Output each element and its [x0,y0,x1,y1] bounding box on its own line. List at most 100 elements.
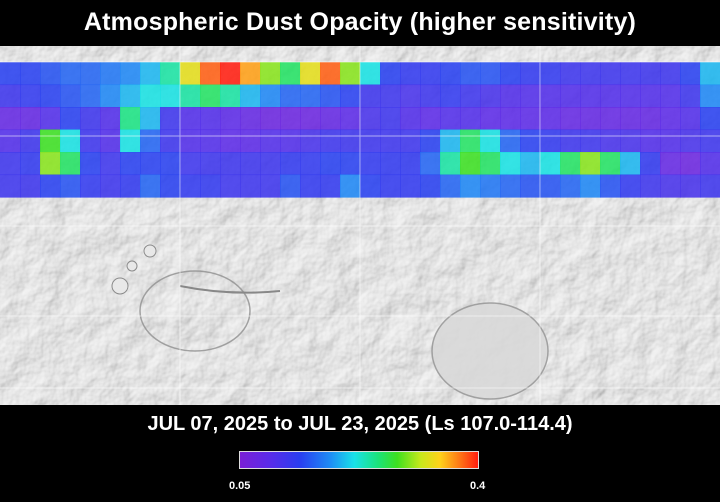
opacity-cell [120,62,141,86]
opacity-cell [600,107,621,131]
opacity-cell [100,107,121,131]
opacity-cell [180,152,201,176]
opacity-cell [500,174,521,198]
opacity-cell [260,107,281,131]
opacity-cell [160,152,181,176]
opacity-cell [120,129,141,153]
opacity-cell [0,84,21,108]
opacity-cell [480,174,501,198]
opacity-cell [280,129,301,153]
opacity-cell [700,129,720,153]
opacity-cell [500,107,521,131]
opacity-cell [680,107,701,131]
opacity-cell [40,152,61,176]
volcano-1 [111,277,129,295]
opacity-cell [660,174,681,198]
opacity-cell [520,129,541,153]
opacity-cell [520,62,541,86]
opacity-cell [180,62,201,86]
opacity-cell [600,129,621,153]
opacity-cell [560,152,581,176]
opacity-cell [660,107,681,131]
opacity-cell [380,107,401,131]
opacity-cell [360,174,381,198]
opacity-cell [400,174,421,198]
opacity-cell [580,84,601,108]
opacity-cell [420,84,441,108]
opacity-cell [480,62,501,86]
opacity-cell [420,62,441,86]
opacity-cell [400,84,421,108]
opacity-cell [340,107,361,131]
opacity-cell [160,84,181,108]
opacity-cell [280,84,301,108]
opacity-cell [120,107,141,131]
opacity-cell [520,107,541,131]
opacity-cell [340,62,361,86]
opacity-cell [440,152,461,176]
opacity-cell [560,84,581,108]
opacity-cell [300,107,321,131]
highland-ridge [139,270,251,352]
opacity-cell [660,62,681,86]
map-title: Atmospheric Dust Opacity (higher sensiti… [83,7,637,36]
opacity-cell [440,129,461,153]
opacity-cell [20,152,41,176]
opacity-cell [340,174,361,198]
opacity-cell [200,129,221,153]
opacity-cell [240,62,261,86]
opacity-cell [100,62,121,86]
opacity-cell [280,62,301,86]
colorbar [239,451,479,469]
opacity-cell [40,62,61,86]
opacity-cell [640,107,661,131]
opacity-cell [220,152,241,176]
volcano-3 [126,260,138,272]
opacity-cell [520,174,541,198]
opacity-cell [600,152,621,176]
opacity-cell [240,84,261,108]
opacity-cell [200,84,221,108]
opacity-cell [140,152,161,176]
opacity-cell [80,129,101,153]
opacity-cell [540,129,561,153]
opacity-cell [700,107,720,131]
opacity-cell [200,107,221,131]
opacity-cell [420,174,441,198]
opacity-cell [40,107,61,131]
opacity-cell [280,152,301,176]
opacity-cell [20,129,41,153]
opacity-cell [560,129,581,153]
opacity-cell [160,62,181,86]
opacity-cell [600,174,621,198]
opacity-cell [640,174,661,198]
opacity-cell [540,174,561,198]
opacity-cell [200,174,221,198]
opacity-cell [220,84,241,108]
opacity-cell [600,84,621,108]
opacity-cell [40,174,61,198]
opacity-cell [540,107,561,131]
opacity-cell [380,62,401,86]
opacity-cell [480,152,501,176]
opacity-cell [180,84,201,108]
opacity-cell [500,62,521,86]
opacity-cell [60,152,81,176]
opacity-cell [620,129,641,153]
volcano-2 [143,244,157,258]
opacity-cell [140,174,161,198]
opacity-cell [660,129,681,153]
impact-basin [431,302,549,400]
opacity-cell [620,152,641,176]
opacity-cell [460,174,481,198]
opacity-cell [440,174,461,198]
opacity-cell [160,107,181,131]
opacity-cell [460,107,481,131]
opacity-cell [240,174,261,198]
opacity-cell [120,152,141,176]
opacity-cell [120,174,141,198]
opacity-cell [20,84,41,108]
opacity-cell [540,152,561,176]
opacity-cell [80,62,101,86]
opacity-cell [320,84,341,108]
